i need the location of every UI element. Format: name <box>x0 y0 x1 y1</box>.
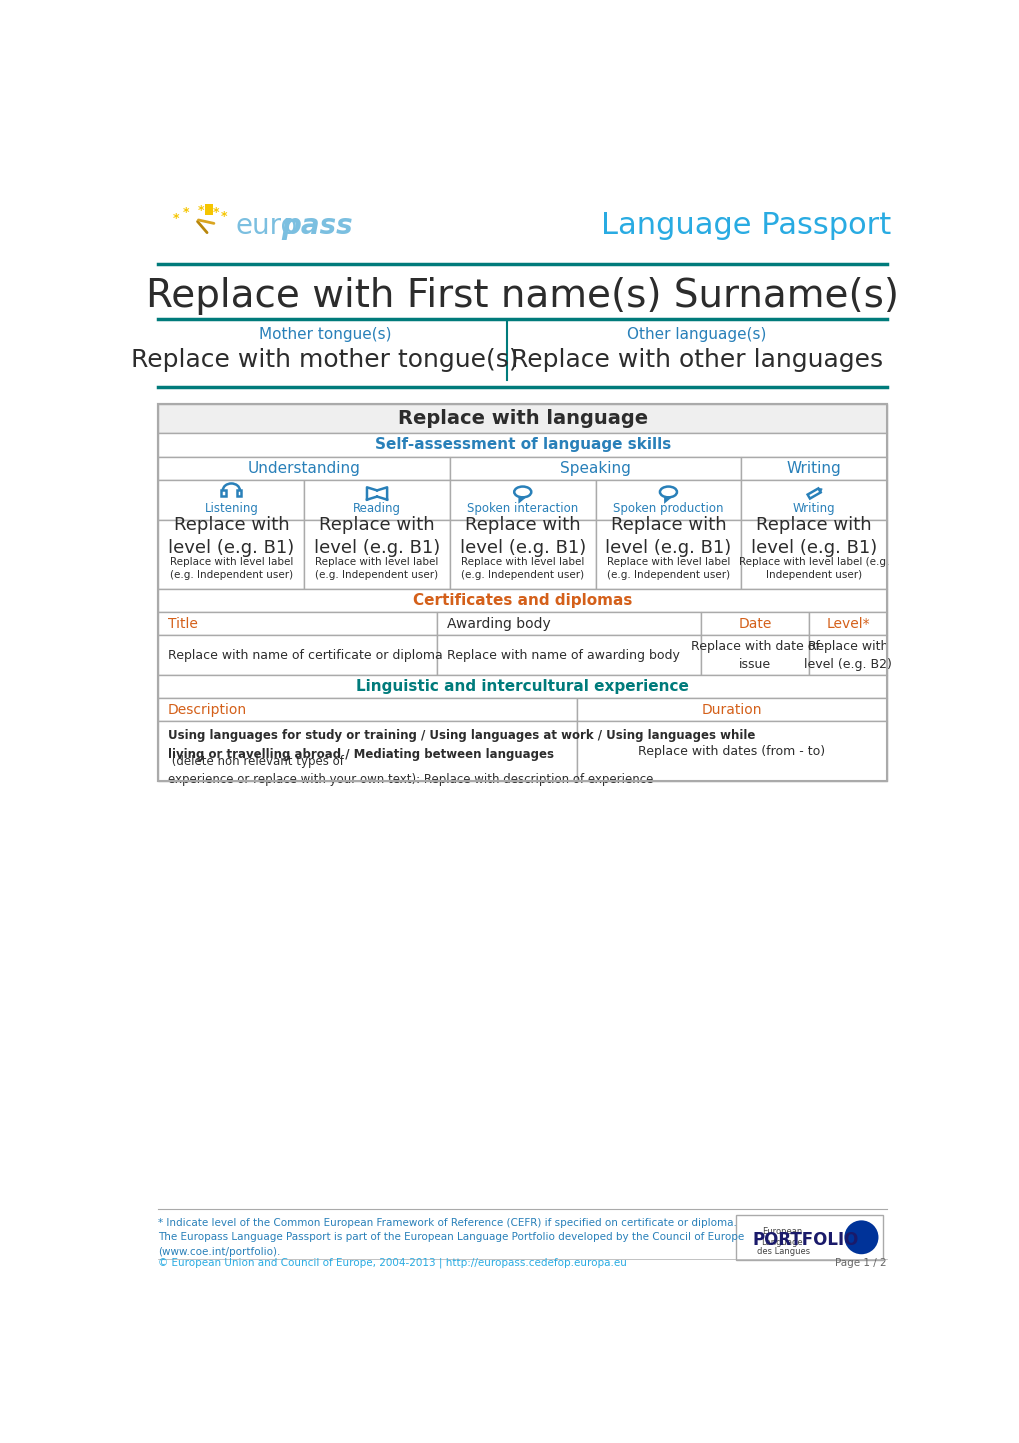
Text: Certificates and diplomas: Certificates and diplomas <box>413 593 632 608</box>
Text: des Langues: des Langues <box>757 1247 810 1257</box>
Bar <box>700 612 809 635</box>
Text: The Europass Language Passport is part of the European Language Portfolio develo: The Europass Language Passport is part o… <box>158 1232 744 1257</box>
Text: Spoken production: Spoken production <box>612 502 723 515</box>
Text: Replace with
level (e.g. B1): Replace with level (e.g. B1) <box>168 515 294 557</box>
Bar <box>449 456 741 479</box>
Text: Listening: Listening <box>204 502 258 515</box>
Bar <box>735 1215 882 1260</box>
Text: *: * <box>183 206 190 219</box>
Circle shape <box>844 1221 877 1254</box>
Bar <box>437 635 700 675</box>
Text: pass: pass <box>280 212 353 240</box>
Bar <box>449 479 595 519</box>
Text: Awarding body: Awarding body <box>446 616 550 631</box>
Text: Mother tongue(s): Mother tongue(s) <box>259 328 391 342</box>
Text: *: * <box>198 205 204 218</box>
Bar <box>449 519 595 589</box>
Bar <box>158 404 887 433</box>
Text: Replace with language: Replace with language <box>397 410 647 429</box>
Text: *: * <box>212 206 219 219</box>
Bar <box>809 612 887 635</box>
Text: Replace with
level (e.g. B1): Replace with level (e.g. B1) <box>314 515 440 557</box>
Text: Reading: Reading <box>353 502 400 515</box>
Bar <box>700 635 809 675</box>
Bar <box>158 433 887 456</box>
Bar <box>158 612 437 635</box>
Text: Replace with mother tongue(s): Replace with mother tongue(s) <box>131 348 519 371</box>
Text: Replace with name of certificate or diploma: Replace with name of certificate or dipl… <box>168 649 442 662</box>
Text: Description: Description <box>168 703 247 717</box>
Bar <box>158 404 887 782</box>
Bar <box>158 722 577 782</box>
Bar <box>158 675 887 698</box>
Text: Replace with level label
(e.g. Independent user): Replace with level label (e.g. Independe… <box>315 557 438 580</box>
Text: *: * <box>220 209 226 222</box>
Text: Speaking: Speaking <box>559 460 631 476</box>
Text: Replace with level label
(e.g. Independent user): Replace with level label (e.g. Independe… <box>461 557 584 580</box>
Bar <box>158 519 304 589</box>
Text: Writing: Writing <box>786 460 841 476</box>
Text: Replace with First name(s) Surname(s): Replace with First name(s) Surname(s) <box>146 277 899 316</box>
Text: Replace with level label (e.g.
Independent user): Replace with level label (e.g. Independe… <box>738 557 889 580</box>
Bar <box>437 612 700 635</box>
Text: * Indicate level of the Common European Framework of Reference (CEFR) if specifi: * Indicate level of the Common European … <box>158 1218 737 1228</box>
Text: (delete non relevant types of
experience or replace with your own text): Replace: (delete non relevant types of experience… <box>168 755 652 786</box>
Text: Replace with dates (from - to): Replace with dates (from - to) <box>638 745 824 758</box>
Text: Level*: Level* <box>825 616 869 631</box>
Text: Language Passport: Language Passport <box>600 211 890 240</box>
Bar <box>205 203 213 215</box>
Text: Duration: Duration <box>701 703 761 717</box>
Bar <box>158 635 437 675</box>
Bar <box>304 519 449 589</box>
Text: Page 1 / 2: Page 1 / 2 <box>835 1258 887 1268</box>
Text: Other language(s): Other language(s) <box>627 328 766 342</box>
Text: European
Language: European Language <box>761 1228 802 1247</box>
Text: Date: Date <box>738 616 771 631</box>
Bar <box>809 635 887 675</box>
Text: Replace with
level (e.g. B1): Replace with level (e.g. B1) <box>750 515 876 557</box>
Polygon shape <box>519 498 524 501</box>
Text: Replace with level label
(e.g. Independent user): Replace with level label (e.g. Independe… <box>169 557 292 580</box>
Bar <box>741 519 887 589</box>
Text: Spoken interaction: Spoken interaction <box>467 502 578 515</box>
Text: PORTFOLIO: PORTFOLIO <box>752 1231 858 1248</box>
Text: Replace with
level (e.g. B1): Replace with level (e.g. B1) <box>460 515 585 557</box>
Text: Replace with
level (e.g. B2): Replace with level (e.g. B2) <box>804 639 892 671</box>
Bar <box>221 489 225 496</box>
Text: Writing: Writing <box>792 502 835 515</box>
Text: Replace with level label
(e.g. Independent user): Replace with level label (e.g. Independe… <box>606 557 730 580</box>
Bar <box>595 519 741 589</box>
Bar <box>236 489 242 496</box>
Text: © European Union and Council of Europe, 2004-2013 | http://europass.cedefop.euro: © European Union and Council of Europe, … <box>158 1257 627 1268</box>
Bar <box>595 479 741 519</box>
Bar <box>158 456 449 479</box>
Text: Replace with other languages: Replace with other languages <box>511 348 882 371</box>
Text: Using languages for study or training / Using languages at work / Using language: Using languages for study or training / … <box>168 729 754 760</box>
Polygon shape <box>664 498 669 501</box>
Text: Title: Title <box>168 616 198 631</box>
Bar <box>577 698 887 722</box>
Bar <box>577 722 887 782</box>
Text: Self-assessment of language skills: Self-assessment of language skills <box>374 437 671 453</box>
Text: euro: euro <box>235 212 299 240</box>
Text: *: * <box>172 212 178 225</box>
Bar <box>304 479 449 519</box>
Text: Understanding: Understanding <box>248 460 361 476</box>
Polygon shape <box>817 488 821 492</box>
Text: Replace with
level (e.g. B1): Replace with level (e.g. B1) <box>604 515 731 557</box>
Bar <box>158 698 577 722</box>
Bar <box>158 589 887 612</box>
Bar <box>158 479 304 519</box>
Text: Replace with date of
issue: Replace with date of issue <box>690 639 819 671</box>
Bar <box>158 404 887 782</box>
Text: Replace with name of awarding body: Replace with name of awarding body <box>446 649 679 662</box>
Bar <box>741 456 887 479</box>
Text: Linguistic and intercultural experience: Linguistic and intercultural experience <box>356 680 689 694</box>
Bar <box>741 479 887 519</box>
